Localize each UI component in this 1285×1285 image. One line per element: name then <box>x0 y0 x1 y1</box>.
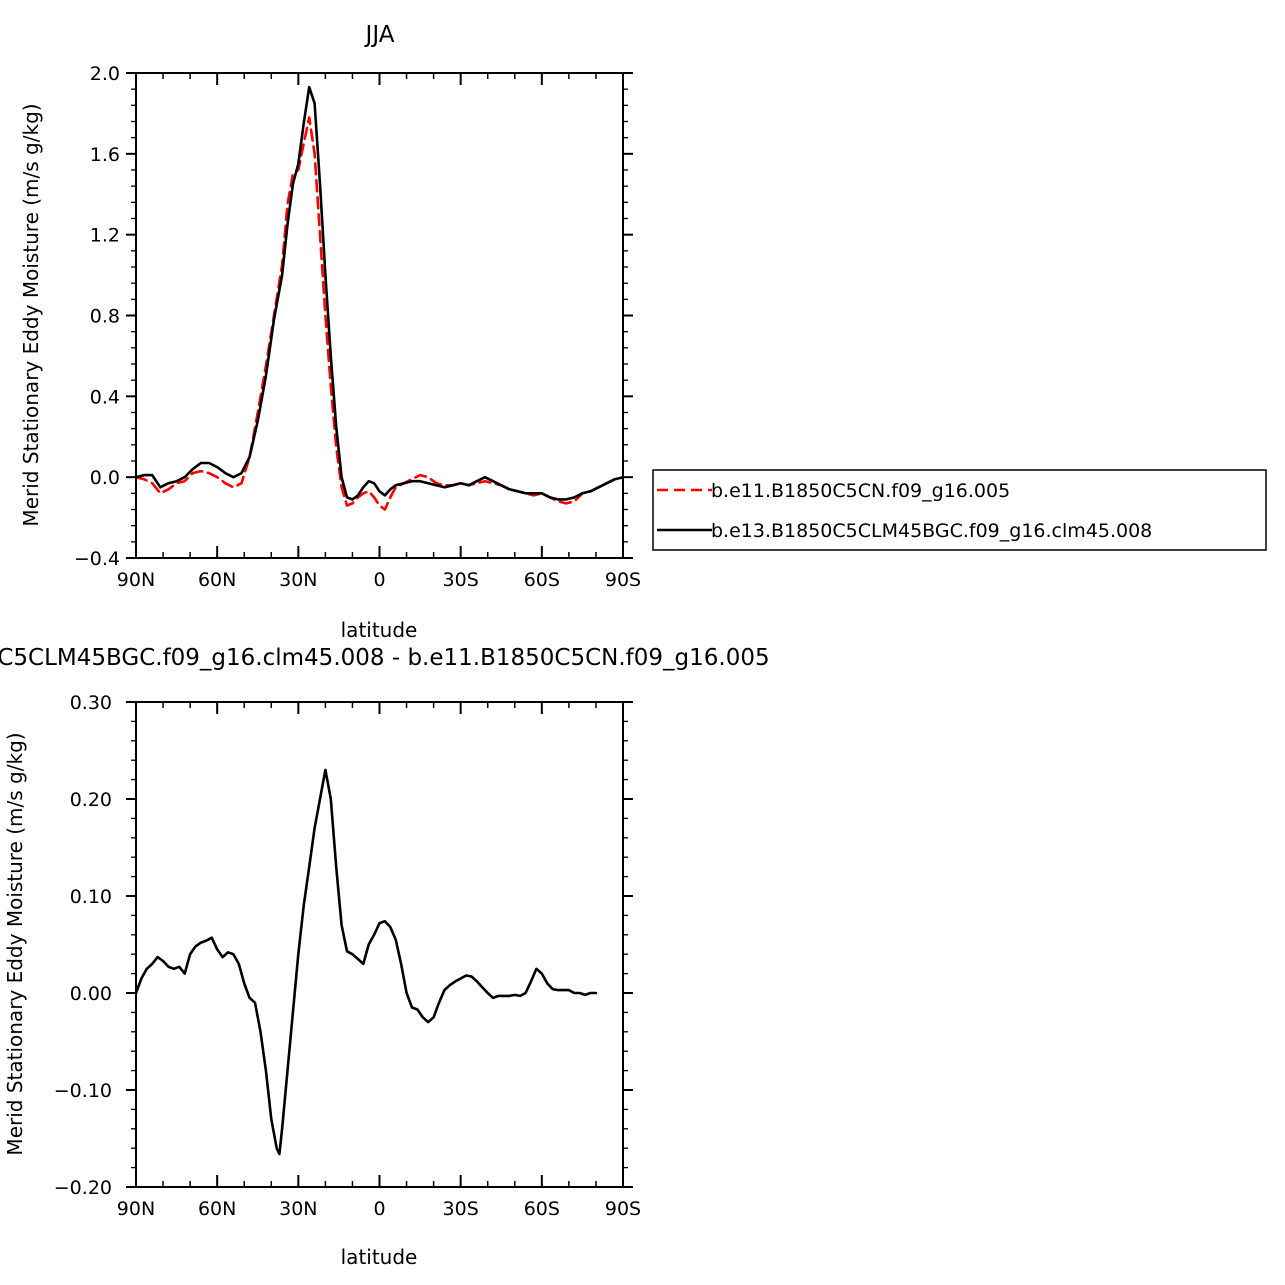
top-x-tick-label: 60N <box>198 569 236 591</box>
bottom-chart-ticks: 90N 60N 30N 0 30S 60S 90S −0.20 −0.10 0.00 0.10 0.2… <box>54 692 641 1220</box>
top-y-tick-label: 1.2 <box>90 225 120 247</box>
bottom-y-tick-label: −0.10 <box>54 1080 112 1102</box>
top-chart-xlabel: latitude <box>341 618 418 642</box>
top-y-tick-label: 0.4 <box>90 386 120 408</box>
bottom-series-line-1 <box>134 768 598 1156</box>
top-x-tick-label: 30S <box>443 569 479 591</box>
top-y-tick-label: −0.4 <box>74 548 120 570</box>
bottom-y-tick-label: 0.30 <box>70 692 112 714</box>
bottom-y-tick-label: 0.10 <box>70 886 112 908</box>
top-y-tick-label: 0.0 <box>90 467 120 489</box>
top-series-line-2 <box>134 85 625 501</box>
top-chart-title: JJA <box>364 22 395 48</box>
bottom-chart: b.e13.B1850C5CLM45BGC.f09_g16.clm45.008 … <box>0 645 770 1269</box>
top-chart-frame <box>135 72 624 559</box>
legend-box <box>652 469 1267 551</box>
bottom-x-tick-label: 0 <box>373 1198 385 1220</box>
top-chart: JJA 90N 60N 30N 0 30S 60S 90S −0.4 0.0 0.4 0.8 1.2 1… <box>19 22 641 642</box>
bottom-chart-xlabel: latitude <box>341 1245 418 1269</box>
top-chart-ylabel: Merid Stationary Eddy Moisture (m/s g/kg… <box>19 103 43 526</box>
bottom-x-tick-label: 30S <box>443 1198 479 1220</box>
top-series-line-1 <box>134 116 625 511</box>
top-y-tick-label: 2.0 <box>90 63 120 85</box>
bottom-x-tick-label: 30N <box>279 1198 317 1220</box>
bottom-y-tick-label: −0.20 <box>54 1177 112 1199</box>
legend-entry-2: b.e13.B1850C5CLM45BGC.f09_g16.clm45.008 <box>711 520 1152 542</box>
bottom-chart-frame <box>135 701 624 1188</box>
top-x-tick-label: 90N <box>117 569 155 591</box>
bottom-x-tick-label: 90N <box>117 1198 155 1220</box>
top-x-tick-label: 60S <box>524 569 560 591</box>
top-y-tick-label: 0.8 <box>90 306 120 328</box>
top-x-tick-label: 0 <box>373 569 385 591</box>
top-x-tick-label: 90S <box>605 569 641 591</box>
bottom-x-tick-label: 60N <box>198 1198 236 1220</box>
top-y-tick-label: 1.6 <box>90 144 120 166</box>
bottom-y-tick-label: 0.20 <box>70 789 112 811</box>
top-x-tick-label: 30N <box>279 569 317 591</box>
bottom-x-tick-label: 60S <box>524 1198 560 1220</box>
bottom-x-tick-label: 90S <box>605 1198 641 1220</box>
top-chart-ticks: 90N 60N 30N 0 30S 60S 90S −0.4 0.0 0.4 0.8 1.2 1.6 2.… <box>74 63 641 591</box>
bottom-chart-ylabel: Merid Stationary Eddy Moisture (m/s g/kg… <box>3 732 27 1155</box>
top-chart-series <box>134 85 625 511</box>
bottom-chart-series <box>134 768 598 1156</box>
legend-entry-1: b.e11.B1850C5CN.f09_g16.005 <box>711 480 1010 502</box>
bottom-y-tick-label: 0.00 <box>70 983 112 1005</box>
legend: b.e11.B1850C5CN.f09_g16.005 b.e13.B1850C… <box>652 469 1267 551</box>
bottom-chart-title: b.e13.B1850C5CLM45BGC.f09_g16.clm45.008 … <box>0 645 770 671</box>
